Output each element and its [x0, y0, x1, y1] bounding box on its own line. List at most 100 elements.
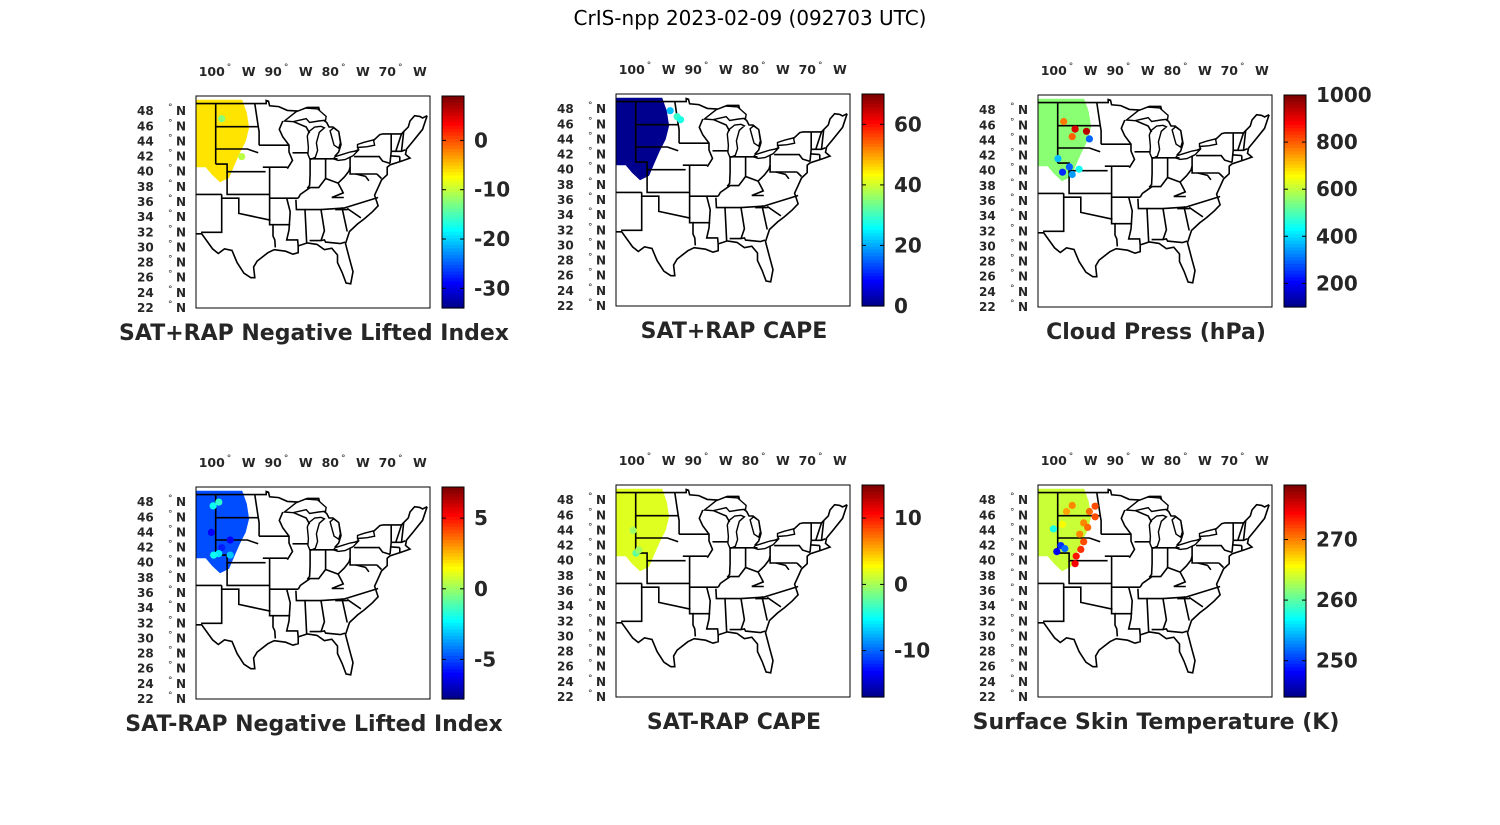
longitude-hemisphere: W — [299, 455, 313, 470]
state-border — [769, 545, 797, 564]
colorbar-segment — [442, 132, 464, 137]
colorbar-segment — [862, 236, 884, 241]
degree-symbol: ° — [398, 454, 403, 464]
retrieval-point — [1080, 538, 1088, 546]
state-border — [320, 587, 379, 602]
colorbar-segment — [1284, 667, 1306, 672]
latitude-hemisphere: N — [176, 286, 186, 300]
state-border — [254, 103, 260, 146]
latitude-hemisphere: N — [1018, 133, 1028, 147]
retrieval-point — [1058, 520, 1067, 528]
state-border — [335, 598, 348, 623]
degree-symbol: ° — [588, 598, 593, 608]
canada-border — [1038, 98, 1270, 159]
state-border — [1127, 587, 1141, 635]
colorbar-segment — [442, 119, 464, 124]
colorbar-segment — [862, 269, 884, 274]
colorbar-segment — [862, 617, 884, 622]
state-border — [337, 166, 351, 184]
degree-symbol: ° — [1010, 208, 1015, 218]
state-border — [705, 587, 719, 635]
state-border — [1148, 547, 1153, 578]
latitude-hemisphere: N — [176, 662, 186, 676]
map-panel-2: 48 ° N46 ° N44 ° N42 ° N40 ° N38 ° N36 ° N34 ° N32 ° N30 ° N… — [557, 61, 922, 344]
retrieval-point — [1054, 155, 1062, 163]
colorbar-frame — [1283, 484, 1307, 698]
degree-symbol: ° — [1010, 598, 1015, 608]
retrieval-point — [218, 115, 226, 123]
latitude-tick-label: 22 — [557, 690, 574, 704]
colorbar-segment — [862, 213, 884, 218]
great-lake-1 — [306, 516, 326, 552]
longitude-hemisphere: W — [413, 455, 427, 470]
latitude-hemisphere: N — [596, 208, 606, 222]
longitude-tick-label: 100 — [199, 64, 225, 79]
colorbar-segment — [442, 158, 464, 163]
colorbar-tick-label: 0 — [894, 572, 908, 596]
latitude-tick-label: 42 — [979, 539, 996, 553]
state-border — [268, 167, 277, 248]
colorbar-segment — [862, 501, 884, 506]
latitude-tick-label: 22 — [137, 692, 154, 706]
degree-symbol: ° — [168, 194, 173, 204]
colorbar-tick-label: 0 — [474, 577, 488, 601]
state-border — [635, 537, 679, 543]
retrieval-point — [629, 526, 637, 534]
map-frame — [615, 93, 851, 307]
great-lake-3 — [702, 496, 747, 513]
retrieval-point — [215, 498, 223, 506]
colorbar-segment — [1284, 101, 1306, 106]
longitude-hemisphere: W — [242, 455, 256, 470]
colorbar-segment — [862, 667, 884, 672]
state-border — [354, 155, 391, 165]
colorbar-segment — [1284, 217, 1306, 222]
colorbar-segment — [862, 693, 884, 698]
state-border — [755, 205, 782, 217]
colorbar-segment — [442, 248, 464, 253]
longitude-tick-label: 70 — [1221, 453, 1239, 468]
great-lake-4 — [329, 126, 342, 150]
colorbar-segment — [862, 528, 884, 532]
latitude-tick-label: 30 — [979, 239, 996, 253]
state-border — [1179, 555, 1193, 573]
latitude-tick-label: 26 — [979, 660, 996, 674]
retrieval-point — [209, 502, 217, 510]
colorbar-segment — [442, 228, 464, 233]
latitude-tick-label: 40 — [137, 165, 154, 179]
colorbar-tick-label: -10 — [894, 639, 930, 663]
latitude-hemisphere: N — [1018, 660, 1028, 674]
colorbar-segment — [442, 563, 464, 568]
latitude-tick-label: 32 — [557, 223, 574, 237]
colorbar-segment — [862, 544, 884, 549]
colorbar-segment — [442, 115, 464, 120]
colorbar-segment — [442, 182, 464, 187]
state-border — [1177, 596, 1190, 621]
colorbar-segment — [862, 272, 884, 277]
latitude-hemisphere: N — [176, 240, 186, 254]
colorbar-segment — [442, 636, 464, 640]
colorbar-segment — [862, 173, 884, 178]
colorbar-segment — [442, 616, 464, 621]
state-border — [295, 590, 308, 635]
colorbar-segment — [442, 526, 464, 531]
degree-symbol: ° — [1010, 132, 1015, 142]
latitude-hemisphere: N — [596, 163, 606, 177]
degree-symbol: ° — [168, 570, 173, 580]
state-border — [320, 196, 379, 211]
colorbar-tick-label: -20 — [474, 227, 510, 251]
colorbar-segment — [442, 685, 464, 690]
latitude-hemisphere: N — [176, 616, 186, 630]
latitude-hemisphere: N — [596, 493, 606, 507]
degree-symbol: ° — [1010, 148, 1015, 158]
colorbar-segment — [442, 536, 464, 541]
latitude-hemisphere: N — [176, 301, 186, 315]
latitude-tick-label: 24 — [557, 675, 574, 689]
colorbar-segment — [442, 162, 464, 167]
retrieval-point — [1068, 170, 1076, 179]
degree-symbol: ° — [168, 600, 173, 610]
state-border — [1127, 197, 1141, 245]
state-border — [815, 131, 823, 150]
colorbar-segment — [1284, 544, 1306, 549]
colorbar-segment — [1284, 230, 1306, 235]
colorbar-segment — [862, 127, 884, 132]
